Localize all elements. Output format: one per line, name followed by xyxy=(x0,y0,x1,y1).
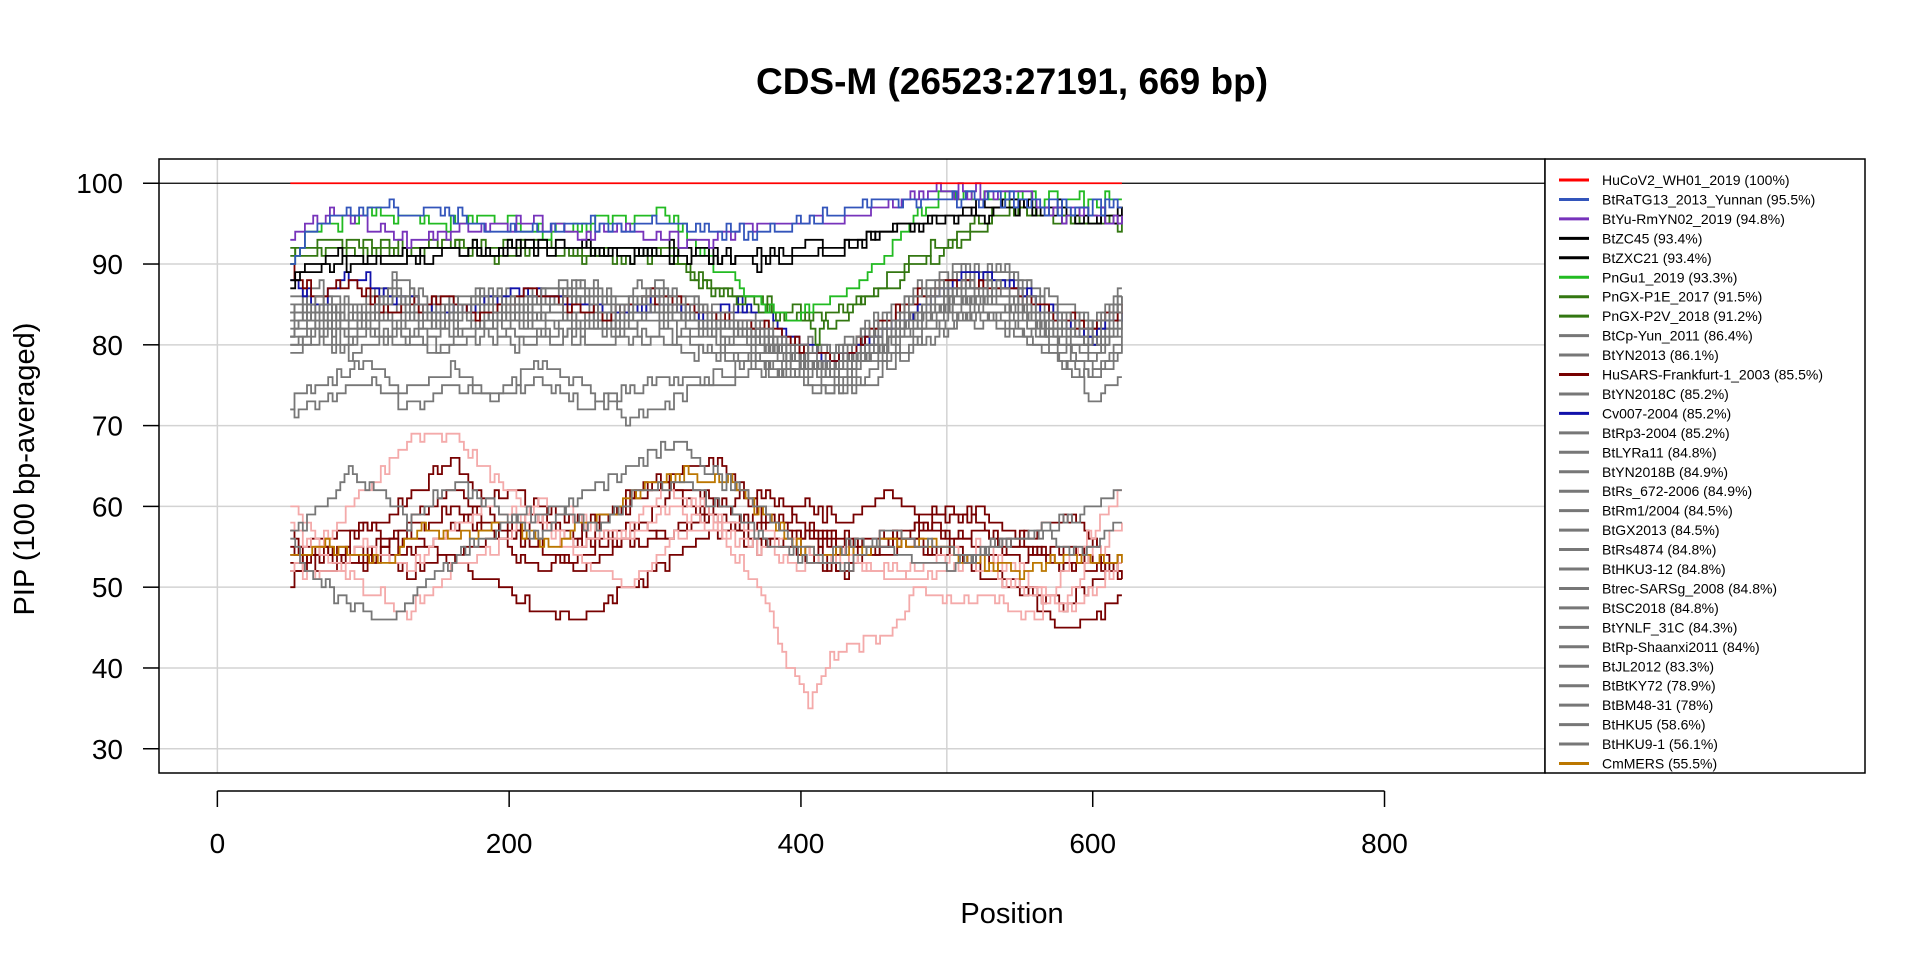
legend-entry: BtRaTG13_2013_Yunnan (95.5%) xyxy=(1602,191,1815,207)
legend-entry: CmMERS (55.5%) xyxy=(1602,756,1717,772)
legend-entry: BtRp3-2004 (85.2%) xyxy=(1602,425,1730,441)
series-lines xyxy=(290,182,1123,710)
legend-entry: BtZC45 (93.4%) xyxy=(1602,230,1702,246)
y-axis-label: PIP (100 bp-averaged) xyxy=(9,323,41,616)
series-line xyxy=(290,279,1122,354)
legend-entry: BtRp-Shaanxi2011 (84%) xyxy=(1602,639,1760,655)
y-tick-label: 70 xyxy=(92,411,123,442)
x-tick-label: 400 xyxy=(778,828,825,859)
extra-line xyxy=(290,432,1122,710)
y-tick-label: 30 xyxy=(92,734,123,765)
x-tick-label: 800 xyxy=(1361,828,1408,859)
extra-line xyxy=(290,505,1122,621)
legend-entry: BtBtKY72 (78.9%) xyxy=(1602,678,1716,694)
legend: HuCoV2_WH01_2019 (100%) BtRaTG13_2013_Yun… xyxy=(1544,158,1866,774)
series-line xyxy=(290,319,1123,395)
y-tick-label: 50 xyxy=(92,572,123,603)
series-line xyxy=(290,295,1122,427)
y-tick-label: 100 xyxy=(76,168,123,199)
legend-entry: PnGX-P1E_2017 (91.5%) xyxy=(1602,289,1762,305)
legend-entry: PnGX-P2V_2018 (91.2%) xyxy=(1602,308,1762,324)
y-tick-label: 80 xyxy=(92,330,123,361)
legend-entry: BtJL2012 (83.3%) xyxy=(1602,658,1714,674)
legend-entry: BtRs4874 (84.8%) xyxy=(1602,542,1716,558)
series-line xyxy=(290,440,1122,572)
legend-entry: HuSARS-Frankfurt-1_2003 (85.5%) xyxy=(1602,367,1823,383)
legend-entry: BtYN2018C (85.2%) xyxy=(1602,386,1729,402)
legend-entry: BtHKU5 (58.6%) xyxy=(1602,717,1705,733)
legend-entry: BtSC2018 (84.8%) xyxy=(1602,600,1719,616)
y-axis: 30 40 50 60 70 80 90 100 xyxy=(76,168,159,765)
x-tick-label: 600 xyxy=(1069,828,1116,859)
x-axis-label: Position xyxy=(960,898,1063,930)
x-tick-label: 200 xyxy=(486,828,533,859)
series-line xyxy=(290,295,1123,378)
legend-entry: HuCoV2_WH01_2019 (100%) xyxy=(1602,172,1790,188)
legend-entry: BtYNLF_31C (84.3%) xyxy=(1602,619,1737,635)
legend-entry: Cv007-2004 (85.2%) xyxy=(1602,405,1731,421)
legend-box xyxy=(1544,158,1866,774)
legend-entry: BtZXC21 (93.4%) xyxy=(1602,250,1712,266)
legend-entry: BtRs_672-2006 (84.9%) xyxy=(1602,483,1752,499)
legend-entry: BtYu-RmYN02_2019 (94.8%) xyxy=(1602,211,1785,227)
legend-entry: Btrec-SARSg_2008 (84.8%) xyxy=(1602,580,1777,596)
legend-entry: PnGu1_2019 (93.3%) xyxy=(1602,269,1737,285)
chart-title: CDS-M (26523:27191, 669 bp) xyxy=(756,61,1268,102)
legend-entry: BtCp-Yun_2011 (86.4%) xyxy=(1602,328,1753,344)
x-axis: 0 200 400 600 800 xyxy=(210,790,1408,859)
legend-entry: BtRm1/2004 (84.5%) xyxy=(1602,503,1733,519)
x-tick-label: 0 xyxy=(210,828,226,859)
legend-entry: BtYN2013 (86.1%) xyxy=(1602,347,1719,363)
y-tick-label: 40 xyxy=(92,653,123,684)
legend-entry: BtYN2018B (84.9%) xyxy=(1602,464,1728,480)
series-line xyxy=(290,287,1123,370)
extra-line xyxy=(290,505,1122,580)
series-line xyxy=(290,190,1122,265)
legend-entry: BtLYRa11 (84.8%) xyxy=(1602,444,1717,460)
legend-entry: BtHKU3-12 (84.8%) xyxy=(1602,561,1726,577)
legend-entry: BtGX2013 (84.5%) xyxy=(1602,522,1720,538)
y-tick-label: 60 xyxy=(92,491,123,522)
series-line xyxy=(290,481,1122,621)
series-line xyxy=(290,198,1123,290)
legend-entry: BtHKU9-1 (56.1%) xyxy=(1602,736,1718,752)
y-tick-label: 90 xyxy=(92,249,123,280)
legend-entry: BtBM48-31 (78%) xyxy=(1602,697,1713,713)
